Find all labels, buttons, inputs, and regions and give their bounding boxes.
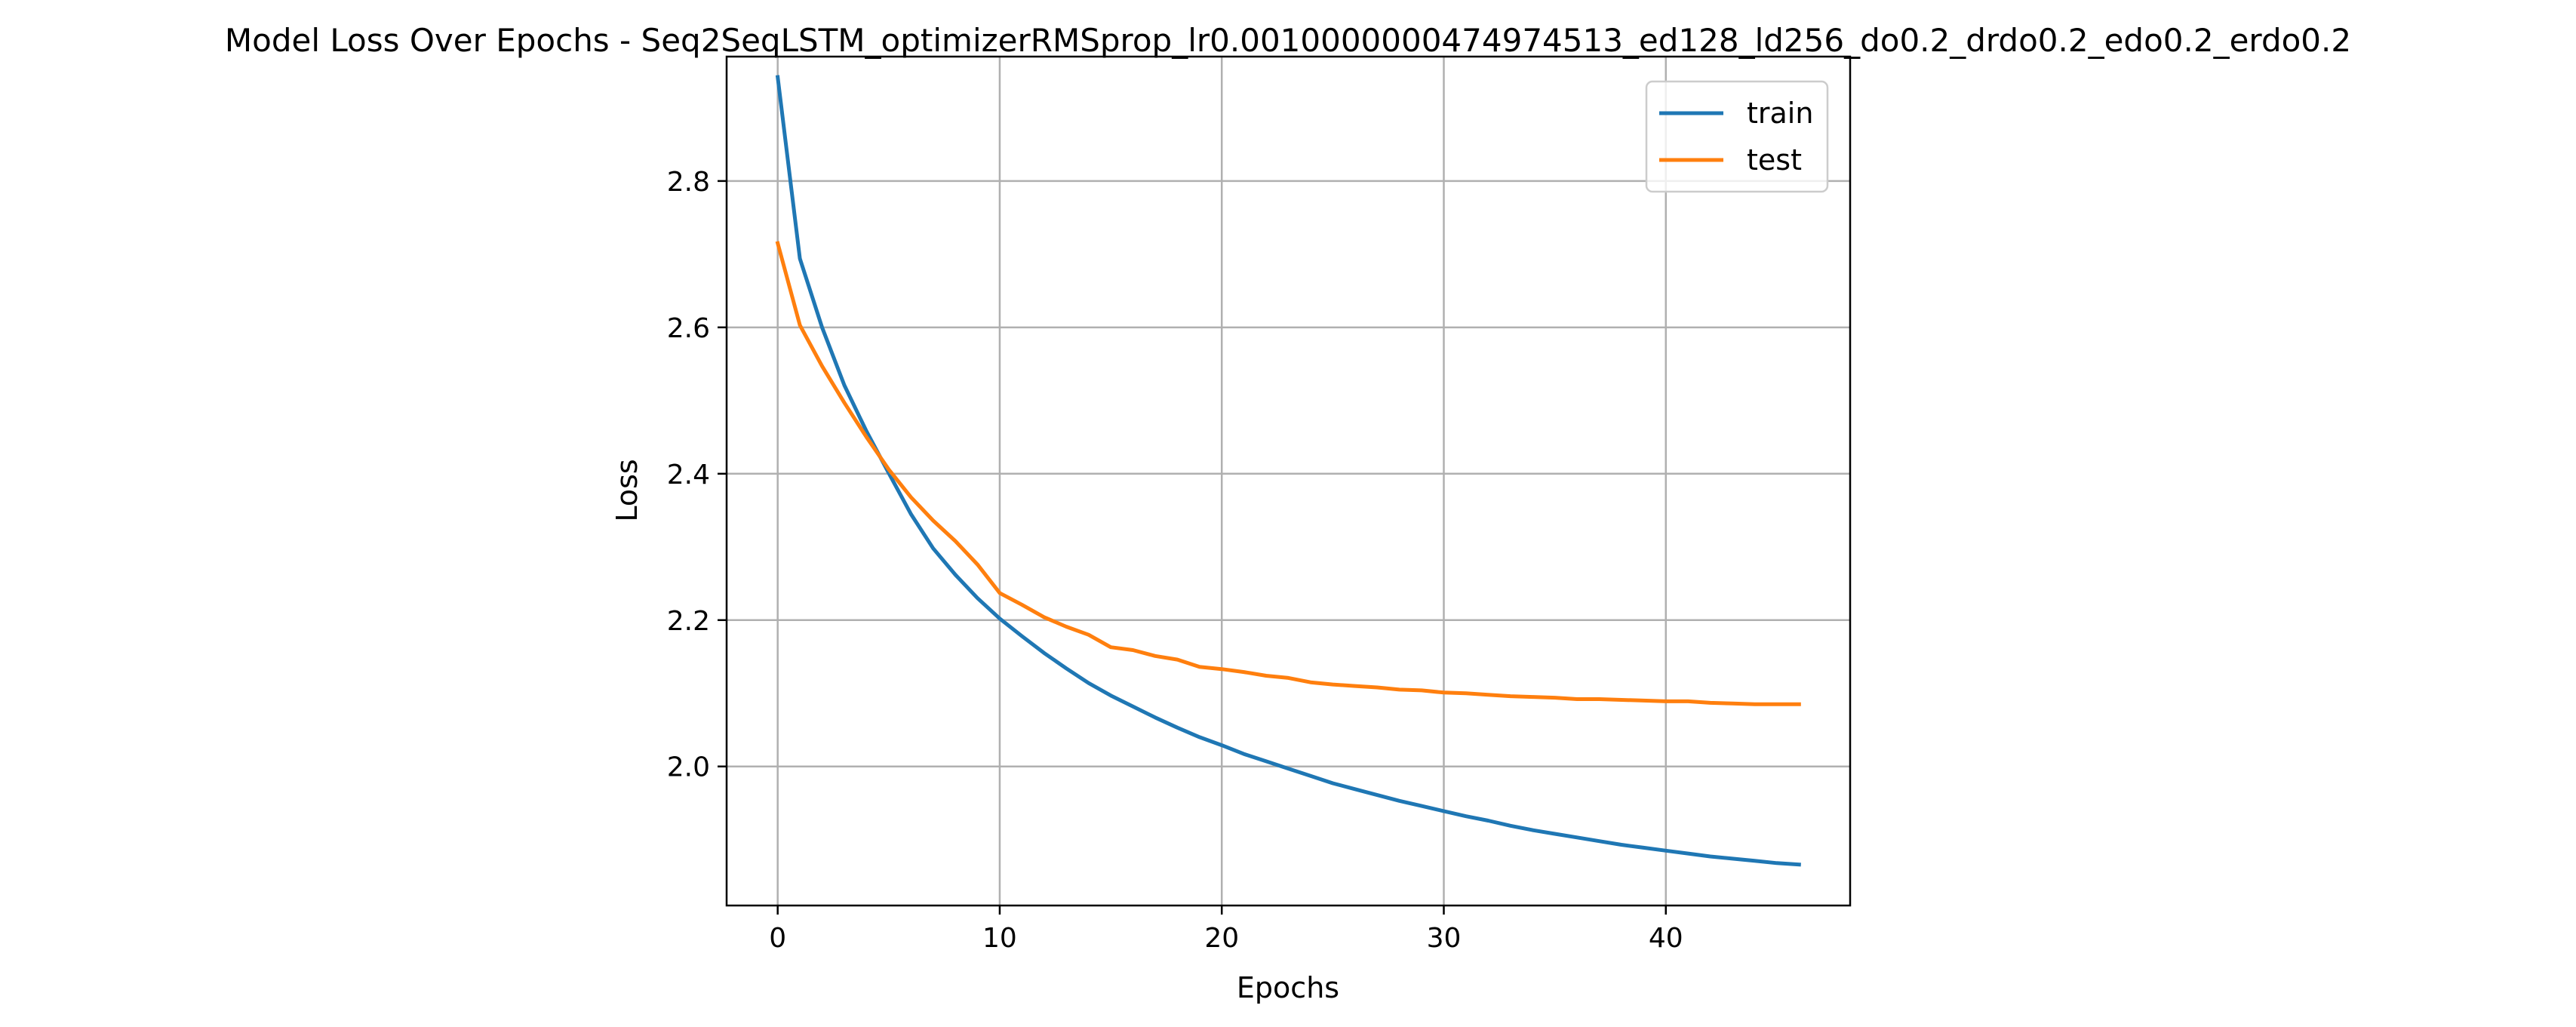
series-line-train xyxy=(775,75,1801,867)
tick-layer: 0 10 20 30 40 2.0 2.2 2.4 2.6 2.8 xyxy=(667,167,1683,954)
x-tick-label: 0 xyxy=(769,923,786,954)
x-tick-label: 40 xyxy=(1649,923,1683,954)
series-line-test xyxy=(775,241,1801,706)
x-tick-label: 10 xyxy=(982,923,1017,954)
legend-box xyxy=(1645,80,1829,193)
x-axis-label: Epochs xyxy=(1237,971,1339,1004)
x-tick-label: 20 xyxy=(1204,923,1239,954)
legend-label-train: train xyxy=(1747,97,1813,130)
y-tick-label: 2.4 xyxy=(667,460,710,490)
y-tick-label: 2.8 xyxy=(667,167,710,198)
y-tick-label: 2.6 xyxy=(667,313,710,344)
x-tick-label: 30 xyxy=(1427,923,1462,954)
legend-label-test: test xyxy=(1747,143,1802,177)
plot-frame xyxy=(725,55,1852,907)
chart-title: Model Loss Over Epochs - Seq2SeqLSTM_opt… xyxy=(225,22,2351,59)
series-layer xyxy=(775,75,1801,867)
y-tick-label: 2.2 xyxy=(667,606,710,637)
legend: train test xyxy=(1645,80,1829,193)
y-tick-label: 2.0 xyxy=(667,752,710,783)
y-axis-label: Loss xyxy=(610,459,644,521)
